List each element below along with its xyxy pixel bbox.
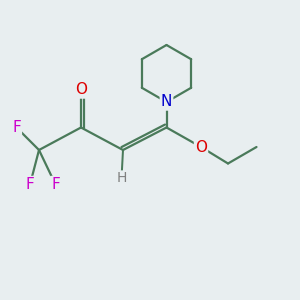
Text: F: F [51, 177, 60, 192]
Text: O: O [195, 140, 207, 154]
Text: N: N [161, 94, 172, 110]
Text: F: F [26, 177, 34, 192]
Text: H: H [116, 172, 127, 185]
Text: F: F [12, 120, 21, 135]
Text: O: O [75, 82, 87, 98]
